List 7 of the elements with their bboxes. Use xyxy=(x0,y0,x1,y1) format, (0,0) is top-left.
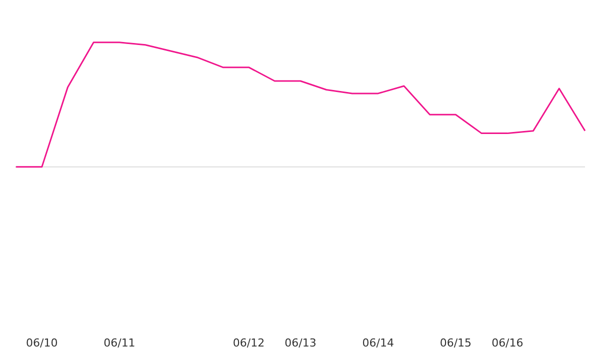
x-tick-label: 06/13 xyxy=(284,336,316,350)
x-tick-label: 06/10 xyxy=(26,336,58,350)
x-tick-label: 06/15 xyxy=(440,336,472,350)
x-tick-label: 06/14 xyxy=(362,336,394,350)
x-tick-label: 06/16 xyxy=(492,336,524,350)
x-tick-label: 06/12 xyxy=(232,336,265,350)
x-tick-label: 06/11 xyxy=(104,336,136,350)
